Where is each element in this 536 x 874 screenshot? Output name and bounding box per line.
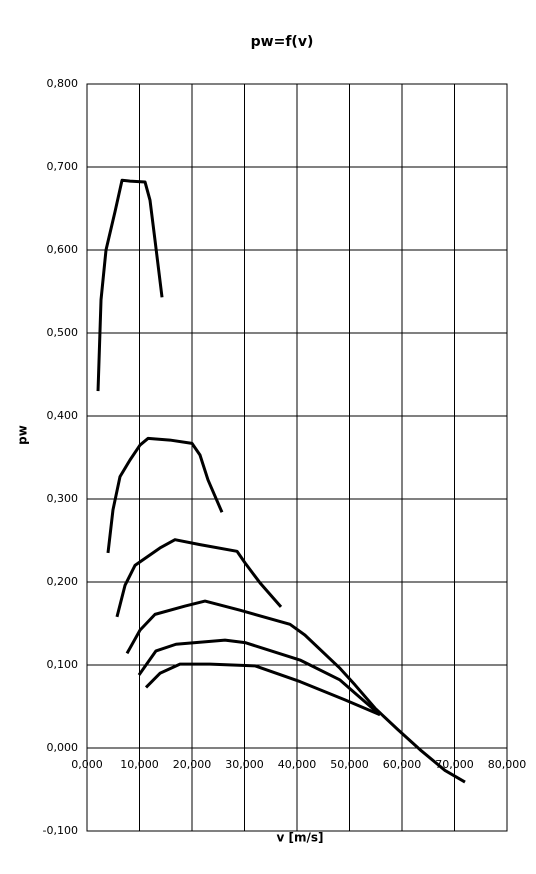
y-axis-label: pw [16,425,30,445]
y-tick-label: 0,800 [47,77,79,90]
x-tick-label: 30,000 [225,758,264,771]
series-line [106,436,224,554]
y-tick-label: 0,200 [47,575,79,588]
plot-border [86,83,508,832]
x-tick-label: 10,000 [120,758,159,771]
x-axis-label: v [m/s] [277,831,324,845]
x-tick-label: 40,000 [278,758,317,771]
chart-title: pw=f(v) [251,34,314,50]
y-tick-label: 0,400 [47,409,79,422]
series-line [96,178,164,392]
series-line [137,638,381,716]
x-tick-label: 20,000 [173,758,212,771]
x-tick-label: 70,000 [435,758,474,771]
y-tick-label: 0,500 [47,326,79,339]
y-tick-label: 0,100 [47,658,79,671]
series-line [125,599,466,784]
y-tick-label: 0,700 [47,160,79,173]
y-tick-label: 0,600 [47,243,79,256]
y-tick-label: 0,300 [47,492,79,505]
x-tick-label: 60,000 [383,758,422,771]
series-line [115,538,283,618]
y-tick-label: 0,000 [47,741,79,754]
x-tick-label: 50,000 [330,758,369,771]
series-line [144,662,381,717]
y-tick-label: -0,100 [43,824,78,837]
